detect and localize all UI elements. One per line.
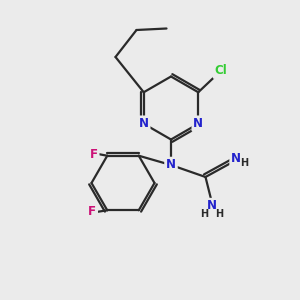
Text: H: H bbox=[240, 158, 248, 168]
Text: H: H bbox=[215, 208, 224, 219]
Text: H: H bbox=[200, 208, 209, 219]
Text: N: N bbox=[139, 117, 149, 130]
Text: N: N bbox=[206, 199, 217, 212]
Text: Cl: Cl bbox=[214, 64, 227, 77]
Text: N: N bbox=[166, 158, 176, 172]
Text: F: F bbox=[90, 148, 98, 161]
Text: N: N bbox=[193, 117, 203, 130]
Text: N: N bbox=[230, 152, 241, 166]
Text: F: F bbox=[88, 205, 96, 218]
